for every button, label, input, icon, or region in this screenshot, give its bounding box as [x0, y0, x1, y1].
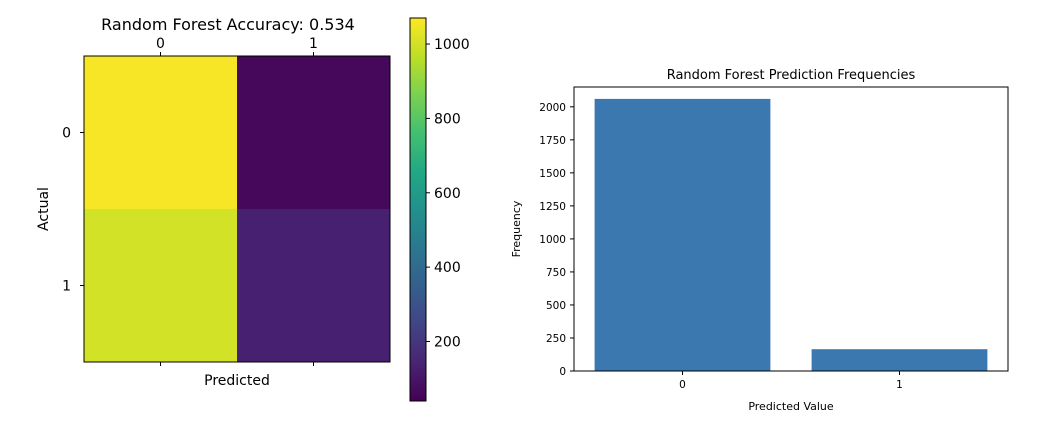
bar-y-tick-label: 1250 — [539, 201, 566, 213]
heatmap-y-tick-label: 1 — [62, 279, 71, 295]
colorbar-tick-label: 800 — [434, 111, 461, 127]
colorbar-tick-label: 200 — [434, 335, 461, 351]
bar-x-tick-label: 1 — [896, 379, 903, 391]
bar-0 — [594, 98, 771, 372]
colorbar-tick-label: 600 — [434, 186, 461, 202]
heatmap-cell-1-0 — [84, 209, 238, 363]
bar-y-axis-label: Frequency — [510, 200, 523, 257]
bar-chart-title: Random Forest Prediction Frequencies — [667, 68, 916, 83]
heatmap-x-tick-label: 0 — [156, 36, 165, 52]
heatmap-y-tick-label: 0 — [62, 126, 71, 142]
confusion-matrix-chart: 0 1 0 1 Random Forest Accuracy: 0.534 Predi… — [36, 15, 470, 402]
bar-y-tick-label: 1500 — [539, 168, 566, 180]
bar-y-tick-label: 750 — [546, 267, 566, 279]
heatmap-x-axis-label: Predicted — [204, 373, 270, 389]
prediction-frequency-chart: Random Forest Prediction Frequencies 0 25… — [510, 68, 1009, 413]
bar-plot-frame — [573, 86, 1009, 372]
heatmap-title: Random Forest Accuracy: 0.534 — [101, 15, 355, 34]
heatmap-cell-0-0 — [84, 56, 238, 210]
heatmap-cell-1-1 — [237, 209, 391, 363]
heatmap-frame — [83, 55, 391, 363]
heatmap-y-axis-label: Actual — [36, 187, 52, 231]
heatmap-cell-0-1 — [237, 56, 391, 210]
colorbar — [409, 17, 427, 402]
bar-x-axis-label: Predicted Value — [748, 400, 834, 413]
bar-y-tick-label: 250 — [546, 333, 566, 345]
bar-y-tick-label: 1750 — [539, 135, 566, 147]
bar-y-tick-label: 1000 — [539, 234, 566, 246]
colorbar-tick-label: 1000 — [434, 37, 470, 53]
bar-y-tick-label: 2000 — [539, 102, 566, 114]
bar-1 — [811, 349, 988, 371]
heatmap-x-tick-label: 1 — [309, 36, 318, 52]
bar-x-tick-label: 0 — [679, 379, 686, 391]
colorbar-tick-label: 400 — [434, 260, 461, 276]
bar-y-tick-label: 0 — [559, 366, 566, 378]
bar-y-tick-label: 500 — [546, 300, 566, 312]
